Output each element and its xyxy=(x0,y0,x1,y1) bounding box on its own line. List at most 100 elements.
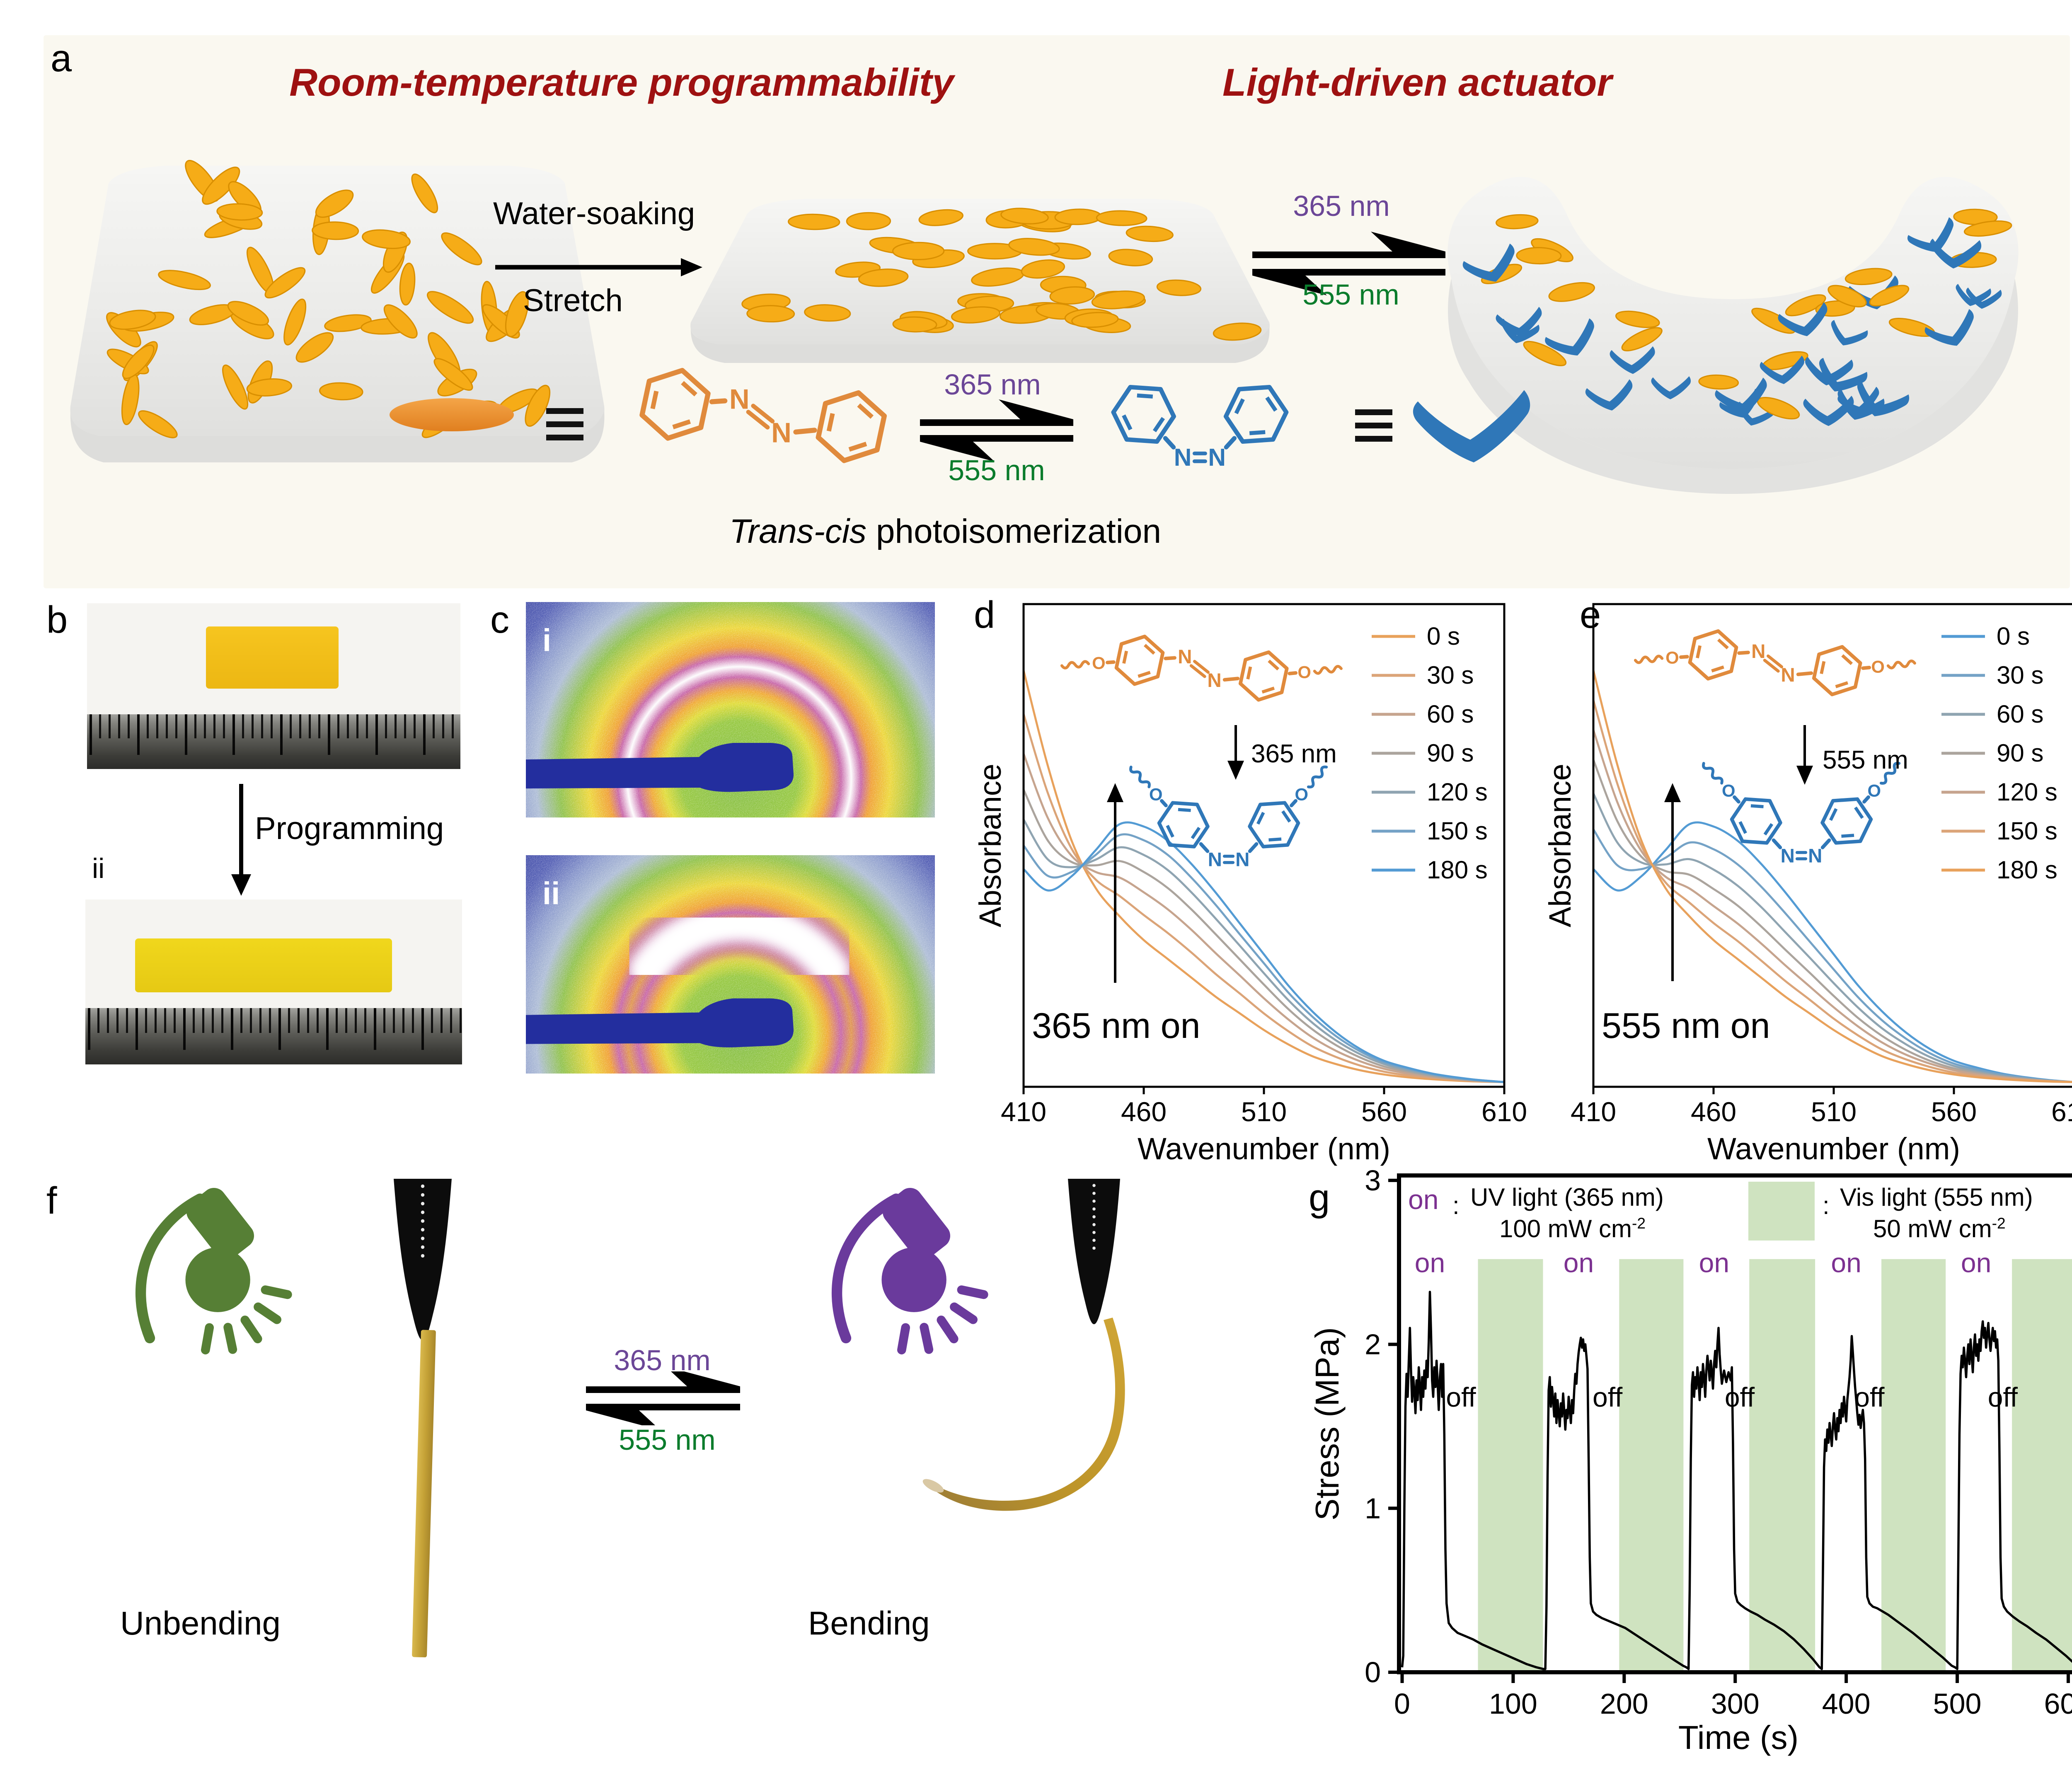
caption-rest-part: photoisomerization xyxy=(867,513,1162,550)
rod-mesogen-icon xyxy=(1496,214,1539,230)
clamp-dot xyxy=(421,1202,425,1206)
y-axis-label: Absorbance xyxy=(973,764,1007,927)
rod-mesogen-icon xyxy=(505,291,529,337)
x-tick-label: 200 xyxy=(1600,1688,1648,1720)
clamp-dot xyxy=(1092,1215,1096,1219)
clamp-dot xyxy=(1092,1192,1096,1195)
x-tick-label: 100 xyxy=(1489,1688,1537,1720)
rod-mesogen-icon xyxy=(1096,210,1147,226)
x-tick-label: 610 xyxy=(1481,1096,1527,1127)
uv-off-label: off xyxy=(1854,1382,1885,1412)
double-bond-mark xyxy=(1763,823,1774,836)
rod-mesogen-icon xyxy=(246,378,293,397)
rod-mesogen-icon xyxy=(122,344,155,379)
benzene-ring xyxy=(1812,645,1862,696)
rod-mesogen-icon xyxy=(1091,290,1145,310)
double-bond-mark xyxy=(1191,827,1201,839)
double-bond-mark xyxy=(1166,825,1174,838)
x-tick-label: 560 xyxy=(1931,1096,1977,1127)
green-lamp-icon xyxy=(135,1187,292,1354)
uv-on-label: on xyxy=(1961,1247,1991,1278)
legend-label: 0 s xyxy=(1997,622,2030,650)
vis-light-band xyxy=(1619,1259,1684,1672)
clamp-dot xyxy=(1092,1223,1096,1226)
cis-bent-mesogen-icon xyxy=(1501,319,1539,343)
clamp-icon xyxy=(394,1179,452,1340)
water-soaking-label: Water-soaking xyxy=(493,196,695,231)
waxs-sub-label: ii xyxy=(542,876,560,911)
clamp-dot xyxy=(421,1254,425,1258)
film-front-face xyxy=(690,327,1270,363)
legend-label: 120 s xyxy=(1427,778,1488,806)
rod-mesogen-icon xyxy=(951,306,1001,324)
double-bond-mark xyxy=(1256,812,1265,825)
double-bond-mark xyxy=(1711,665,1724,672)
double-bond-mark xyxy=(1246,666,1252,680)
arrow-head xyxy=(1664,783,1681,802)
rod-mesogen-icon xyxy=(427,291,474,324)
benzene-ring xyxy=(639,368,711,441)
rod-mesogen-icon xyxy=(227,301,269,326)
bond xyxy=(1862,795,1870,804)
plot-frame xyxy=(1397,1173,2072,1674)
film-strip-after xyxy=(135,938,392,992)
x-axis-label: Wavenumber (nm) xyxy=(1707,1132,1960,1166)
uv-off-label: off xyxy=(1988,1382,2018,1412)
photo-film-after xyxy=(85,900,462,1064)
rod-mesogen-icon xyxy=(1156,279,1202,296)
rod-mesogen-icon xyxy=(892,242,945,260)
double-bond xyxy=(1763,658,1780,673)
double-bond-mark xyxy=(1750,804,1764,808)
double-bond-mark xyxy=(1152,417,1165,433)
legend-label: 150 s xyxy=(1997,817,2057,845)
oxygen-label: O xyxy=(1722,781,1736,800)
rod-mesogen-icon xyxy=(319,382,363,401)
g-legend-on: on xyxy=(1408,1184,1439,1215)
bond xyxy=(1106,660,1116,665)
rod-mesogen-icon xyxy=(433,358,473,391)
cis-bent-mesogen-icon xyxy=(1651,376,1691,399)
equilibrium-arrow-bottom xyxy=(920,435,1073,442)
oxygen-label: O xyxy=(1867,781,1881,800)
bond xyxy=(1820,838,1831,849)
film-initial-random xyxy=(70,160,605,462)
double-bond-mark xyxy=(1268,837,1282,842)
legend-label: 180 s xyxy=(1997,856,2057,884)
oxygen-label: O xyxy=(1295,785,1308,804)
nitrogen-label: N xyxy=(1808,845,1822,867)
g-legend-uv-line1: UV light (365 nm) xyxy=(1470,1183,1664,1211)
clamp-dot xyxy=(1092,1246,1096,1250)
rod-mesogen-icon xyxy=(222,364,249,410)
rod-mesogen-icon xyxy=(138,410,178,438)
rod-mesogen-icon xyxy=(1213,322,1262,341)
bent-film-strip xyxy=(922,1318,1125,1511)
film-strip-before xyxy=(206,626,339,689)
double-bond-mark xyxy=(1829,808,1838,821)
x-tick-label: 600 xyxy=(2044,1688,2072,1720)
y-tick-label: 0 xyxy=(1365,1656,1381,1688)
double-bond xyxy=(746,410,770,430)
x-tick-label: 610 xyxy=(2051,1096,2072,1127)
equilibrium-arrow-bottom-head xyxy=(586,1410,655,1425)
lamp-ray xyxy=(950,1302,978,1324)
lamp-bulb xyxy=(185,1247,250,1312)
x-tick-label: 460 xyxy=(1121,1096,1167,1127)
rod-mesogen-icon xyxy=(383,304,418,339)
uv-on-label: on xyxy=(1831,1247,1861,1278)
bond xyxy=(1160,799,1168,808)
bond xyxy=(1222,677,1240,682)
equivalence-sign xyxy=(546,421,583,427)
rod-mesogen-icon xyxy=(158,270,211,290)
rod-mesogen-icon xyxy=(1000,208,1049,225)
x-tick-label: 0 xyxy=(1394,1688,1410,1720)
curve-120s xyxy=(1024,819,1503,1083)
equivalence-sign xyxy=(1355,436,1392,442)
unbending-caption: Unbending xyxy=(120,1605,281,1642)
uv-off-label: off xyxy=(1446,1382,1476,1412)
lamp-ray xyxy=(957,1285,988,1299)
bond xyxy=(1199,842,1210,853)
g-legend-uv-line2: 100 mW cm-2 xyxy=(1499,1214,1646,1243)
uv-off-label: off xyxy=(1593,1382,1623,1412)
oxygen-label: O xyxy=(1871,657,1885,676)
nitrogen-label: N xyxy=(729,384,750,415)
